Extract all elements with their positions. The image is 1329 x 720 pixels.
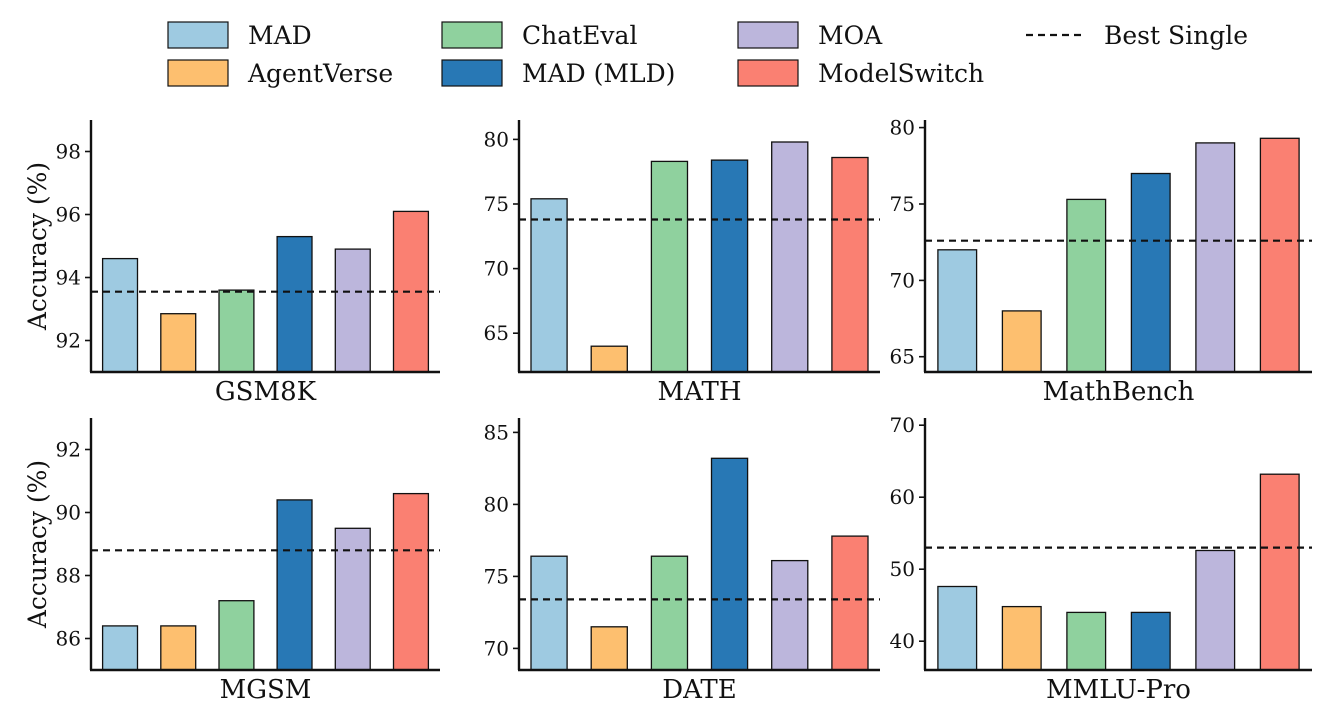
y-tick-label: 94 (56, 266, 81, 290)
bar-mad-mld (710, 457, 749, 671)
bar-chateval (1066, 611, 1107, 671)
legend-swatch (737, 59, 799, 87)
bar-chateval (218, 289, 255, 373)
bar-agentverse (160, 625, 197, 671)
legend-swatch (167, 59, 229, 87)
legend-label: ChatEval (522, 21, 637, 50)
y-tick-label: 65 (890, 345, 915, 369)
bar-modelswitch (392, 492, 430, 671)
legend-swatch (441, 21, 503, 49)
y-tick-label: 75 (484, 564, 509, 588)
legend-swatch (167, 21, 229, 49)
bar-moa (1195, 142, 1236, 373)
bar-mad-mld (710, 159, 749, 373)
chart-panel-mgsm: 86 88 90 92 MGSM Accuracy (%) (23, 418, 440, 705)
panel-title: GSM8K (215, 377, 317, 407)
y-axis-label: Accuracy (%) (23, 162, 52, 331)
y-tick-label: 70 (890, 268, 915, 292)
y-tick-label: 70 (484, 636, 509, 660)
y-tick-label: 60 (890, 485, 915, 509)
y-tick-label: 80 (484, 127, 509, 151)
bar-mad (937, 585, 978, 671)
bar-mad-mld (276, 499, 313, 671)
y-tick-label: 70 (890, 413, 915, 437)
y-tick-label: 88 (56, 564, 81, 588)
chart-panel-gsm8k: 92 94 96 98 GSM8K Accuracy (%) (23, 120, 440, 407)
legend-item: MAD (MLD) (441, 59, 675, 88)
legend-swatch (737, 21, 799, 49)
y-tick-label: 86 (56, 627, 81, 651)
y-tick-label: 92 (56, 329, 81, 353)
bar-agentverse (1001, 605, 1042, 671)
bar-modelswitch (831, 535, 869, 671)
legend-swatch (441, 59, 503, 87)
panel-title: MMLU-Pro (1046, 675, 1191, 705)
y-axis-label: Accuracy (%) (23, 460, 52, 629)
panel-title: MathBench (1043, 377, 1195, 407)
legend-item: MAD (167, 21, 312, 50)
bar-mad-mld (1130, 172, 1171, 373)
bar-modelswitch (1259, 137, 1300, 373)
legend-label: ModelSwitch (818, 59, 984, 88)
bar-mad (530, 198, 568, 373)
bar-agentverse (1001, 310, 1042, 373)
bar-moa (334, 527, 371, 671)
bar-chateval (1066, 198, 1107, 373)
y-tick-label: 65 (484, 321, 509, 345)
bar-chateval (650, 555, 689, 671)
bar-modelswitch (392, 210, 430, 373)
y-tick-label: 80 (484, 492, 509, 516)
bar-mad (101, 625, 139, 671)
panel-title: MATH (658, 377, 742, 407)
legend-item: AgentVerse (167, 59, 393, 88)
bar-chateval (218, 600, 255, 671)
chart-panel-mmlu-pro: 40 50 60 70 MMLU-Pro (890, 413, 1312, 705)
panel-title: MGSM (220, 675, 312, 705)
bar-modelswitch (1259, 473, 1300, 671)
bar-moa (771, 141, 809, 373)
y-tick-label: 40 (890, 629, 915, 653)
y-tick-label: 90 (56, 501, 81, 525)
y-tick-label: 85 (484, 420, 509, 444)
bar-modelswitch (831, 156, 869, 373)
legend-label: Best Single (1104, 21, 1248, 50)
y-tick-label: 75 (890, 192, 915, 216)
legend-item: ModelSwitch (737, 59, 984, 88)
bar-mad (937, 249, 978, 373)
legend-item-baseline: Best Single (1026, 21, 1248, 50)
y-tick-label: 98 (56, 140, 81, 164)
bar-agentverse (590, 626, 628, 671)
y-tick-label: 70 (484, 257, 509, 281)
bar-chateval (650, 160, 689, 373)
legend-label: MAD (248, 21, 312, 50)
panel-title: DATE (662, 675, 737, 705)
bar-mad (530, 555, 568, 671)
y-tick-label: 96 (56, 203, 81, 227)
y-tick-label: 75 (484, 192, 509, 216)
legend-item: MOA (737, 21, 883, 50)
legend-label: MAD (MLD) (522, 59, 675, 88)
bar-moa (334, 248, 371, 373)
bar-moa (771, 559, 809, 671)
bar-mad-mld (1130, 611, 1171, 671)
legend-item: ChatEval (441, 21, 637, 50)
bar-agentverse (160, 313, 197, 373)
chart-panel-mathbench: 65 70 75 80 MathBench (890, 116, 1312, 407)
panels: 92 94 96 98 GSM8K Accuracy (%) 65 70 75 80 MATH 65 7… (23, 116, 1312, 705)
y-tick-label: 92 (56, 438, 81, 462)
y-tick-label: 50 (890, 557, 915, 581)
bar-mad (101, 257, 139, 373)
legend-label: MOA (818, 21, 883, 50)
bar-moa (1195, 549, 1236, 671)
chart-panel-math: 65 70 75 80 MATH (484, 120, 880, 407)
bar-agentverse (590, 345, 628, 373)
legend: MAD AgentVerse ChatEval MAD (MLD) MOA ModelSw… (167, 21, 1248, 88)
chart-panel-date: 70 75 80 85 DATE (484, 418, 880, 705)
bar-mad-mld (276, 235, 313, 373)
y-tick-label: 80 (890, 116, 915, 140)
legend-label: AgentVerse (247, 59, 393, 88)
